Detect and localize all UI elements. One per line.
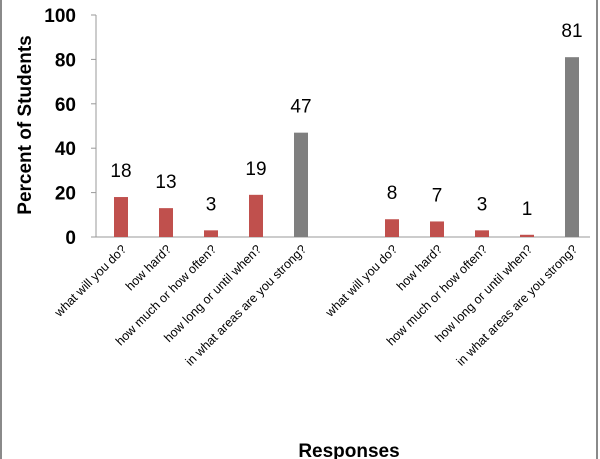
- bar: [430, 221, 444, 237]
- data-label: 1: [522, 199, 533, 220]
- data-label: 18: [110, 161, 131, 182]
- data-label: 8: [387, 183, 398, 204]
- data-label: 81: [561, 21, 582, 42]
- bar: [385, 219, 399, 237]
- category-labels: what will you do?how hard?how much or ho…: [51, 242, 580, 368]
- data-label: 47: [290, 97, 311, 118]
- y-tick-label: 60: [55, 95, 76, 116]
- y-tick-label: 20: [55, 184, 76, 205]
- bar: [475, 230, 489, 237]
- y-tick-label: 100: [44, 6, 76, 27]
- y-axis: 0 20 40 60 80 100: [44, 6, 590, 249]
- bar: [294, 132, 308, 237]
- data-label: 19: [245, 159, 266, 180]
- category-label: what will you do?: [51, 242, 129, 320]
- x-axis-title: Responses: [298, 441, 399, 459]
- bar: [565, 57, 579, 238]
- data-label: 7: [432, 185, 443, 206]
- y-tick-label: 0: [65, 228, 76, 249]
- y-axis-title: Percent of Students: [15, 35, 36, 214]
- bar: [204, 230, 218, 237]
- data-label: 13: [155, 172, 176, 193]
- data-label: 3: [206, 194, 217, 215]
- data-label: 3: [477, 194, 488, 215]
- bar: [249, 194, 263, 237]
- bar: [114, 197, 128, 237]
- bar: [159, 208, 173, 237]
- category-label: what will you do?: [322, 242, 400, 320]
- data-labels: 18 13 3 19 47 8 7 3 1 81: [110, 21, 582, 220]
- bar: [520, 234, 534, 237]
- y-tick-label: 80: [55, 50, 76, 71]
- y-tick-label: 40: [55, 139, 76, 160]
- bars: [114, 57, 579, 238]
